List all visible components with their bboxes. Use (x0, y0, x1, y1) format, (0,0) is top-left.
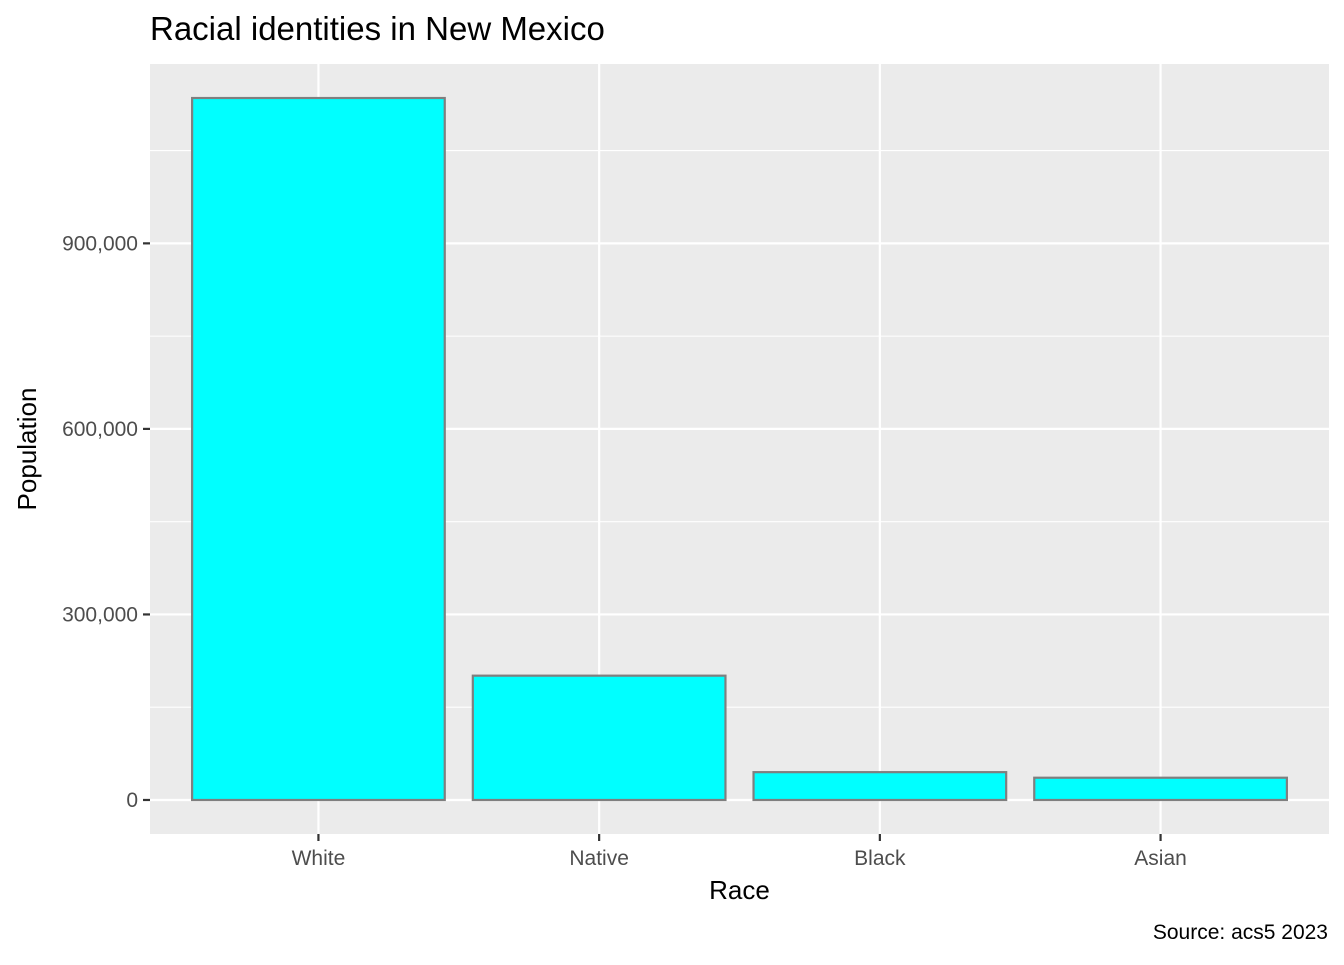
y-tick-label: 900,000 (62, 232, 138, 255)
x-tick-label-native: Native (569, 847, 629, 870)
chart-caption: Source: acs5 2023 (1153, 921, 1328, 944)
x-tick-label-white: White (292, 847, 346, 870)
y-tick-label: 300,000 (62, 603, 138, 626)
bar-native (471, 674, 727, 802)
x-tick-label-asian: Asian (1134, 847, 1187, 870)
x-axis-title: Race (709, 875, 770, 905)
y-axis: 0 300,000 600,000 900,000 (62, 232, 150, 812)
x-tick-label-black: Black (854, 847, 906, 870)
bar-black (752, 771, 1008, 802)
bars (191, 96, 1288, 802)
y-tick-label: 0 (126, 789, 138, 812)
y-axis-title: Population (12, 388, 42, 511)
y-tick-label: 600,000 (62, 418, 138, 441)
chart-title: Racial identities in New Mexico (150, 10, 605, 47)
bar-white (191, 96, 446, 802)
bar-asian (1033, 776, 1288, 802)
x-axis: White Native Black Asian (292, 834, 1187, 870)
